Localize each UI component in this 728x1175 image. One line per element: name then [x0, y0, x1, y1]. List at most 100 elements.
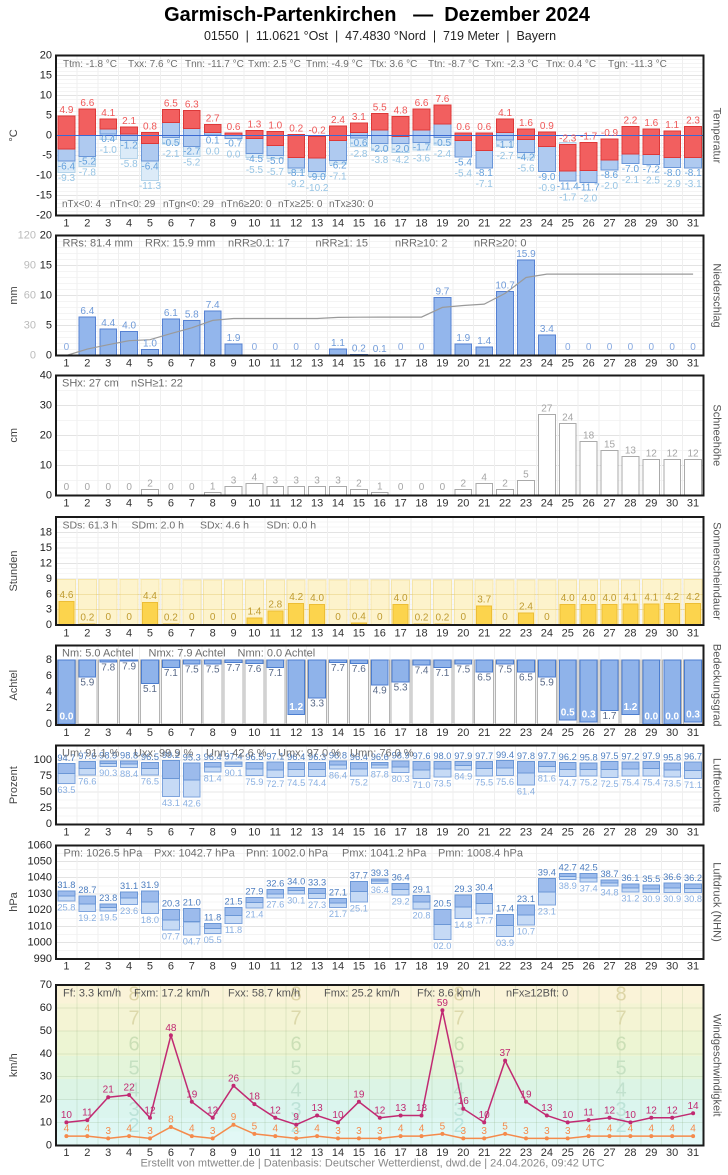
- svg-text:14: 14: [332, 357, 344, 369]
- svg-text:14: 14: [332, 218, 344, 230]
- svg-text:30: 30: [666, 218, 678, 230]
- svg-text:-2.8: -2.8: [350, 149, 368, 160]
- svg-text:7: 7: [128, 1007, 139, 1029]
- svg-text:2: 2: [615, 1115, 626, 1137]
- svg-text:11: 11: [270, 961, 281, 973]
- svg-text:5: 5: [147, 727, 153, 739]
- svg-text:14: 14: [332, 961, 344, 973]
- svg-text:SHx: 27 cm: SHx: 27 cm: [62, 378, 119, 390]
- svg-text:4.1: 4.1: [101, 108, 115, 119]
- svg-text:7.9: 7.9: [122, 662, 136, 673]
- svg-text:-9.3: -9.3: [58, 173, 76, 184]
- svg-text:71.0: 71.0: [412, 780, 430, 790]
- svg-text:97.6: 97.6: [412, 751, 430, 761]
- svg-text:18: 18: [415, 357, 427, 369]
- svg-text:72.5: 72.5: [600, 779, 618, 789]
- svg-text:21: 21: [478, 628, 490, 640]
- svg-text:2: 2: [84, 1147, 90, 1159]
- svg-text:21.4: 21.4: [245, 909, 263, 919]
- svg-text:18: 18: [415, 961, 427, 973]
- svg-text:5: 5: [128, 1058, 139, 1080]
- svg-text:25: 25: [562, 357, 574, 369]
- svg-text:75.6: 75.6: [496, 777, 514, 787]
- svg-text:Luftdruck (NHN): Luftdruck (NHN): [711, 862, 723, 941]
- svg-text:-11.3: -11.3: [139, 181, 161, 192]
- svg-text:27: 27: [603, 357, 615, 369]
- svg-text:27.1: 27.1: [329, 888, 347, 898]
- svg-text:-9.2: -9.2: [288, 179, 306, 190]
- svg-text:5: 5: [147, 826, 153, 838]
- svg-text:18: 18: [415, 727, 427, 739]
- svg-text:31: 31: [687, 1147, 699, 1159]
- svg-text:7.5: 7.5: [185, 665, 199, 676]
- svg-text:11: 11: [270, 826, 281, 838]
- svg-text:10: 10: [40, 290, 52, 302]
- svg-text:15: 15: [353, 218, 365, 230]
- svg-text:20: 20: [40, 1094, 52, 1106]
- svg-text:90.3: 90.3: [99, 768, 117, 778]
- svg-text:26: 26: [582, 826, 594, 838]
- svg-text:4: 4: [85, 1124, 91, 1135]
- svg-text:39.4: 39.4: [538, 868, 556, 878]
- svg-text:-0.7: -0.7: [225, 139, 243, 150]
- svg-text:7: 7: [189, 357, 195, 369]
- svg-text:-0.2: -0.2: [308, 125, 326, 136]
- svg-text:nRR≥10: 2: nRR≥10: 2: [395, 238, 448, 250]
- svg-text:2: 2: [84, 727, 90, 739]
- svg-text:25: 25: [562, 218, 574, 230]
- svg-text:1: 1: [63, 497, 69, 509]
- svg-text:16: 16: [374, 826, 386, 838]
- svg-text:6: 6: [168, 497, 174, 509]
- svg-text:2: 2: [356, 478, 362, 489]
- svg-text:59: 59: [437, 998, 449, 1009]
- svg-text:0: 0: [126, 612, 132, 623]
- svg-text:90: 90: [24, 260, 36, 272]
- svg-text:0: 0: [189, 612, 195, 623]
- svg-text:1.1: 1.1: [665, 120, 679, 131]
- svg-text:Txx: 7.6 °C: Txx: 7.6 °C: [128, 59, 178, 70]
- svg-text:5.9: 5.9: [80, 678, 94, 689]
- svg-text:20: 20: [457, 826, 469, 838]
- svg-text:6.6: 6.6: [415, 98, 429, 109]
- svg-text:71.1: 71.1: [684, 780, 702, 790]
- svg-text:87.8: 87.8: [371, 769, 389, 779]
- svg-text:2: 2: [453, 1115, 464, 1137]
- svg-text:18: 18: [249, 1092, 261, 1103]
- svg-text:5: 5: [147, 1147, 153, 1159]
- svg-text:7.7: 7.7: [227, 663, 241, 674]
- svg-text:-5.0: -5.0: [267, 156, 285, 167]
- svg-text:0.4: 0.4: [101, 134, 115, 145]
- svg-text:4.4: 4.4: [143, 591, 157, 602]
- svg-text:100: 100: [34, 754, 52, 766]
- svg-text:0: 0: [46, 130, 52, 142]
- svg-text:4: 4: [64, 1124, 70, 1135]
- svg-text:-7.2: -7.2: [643, 165, 661, 176]
- svg-text:nTn<0: 29: nTn<0: 29: [110, 199, 156, 210]
- svg-text:0: 0: [273, 342, 279, 353]
- svg-text:1: 1: [63, 826, 69, 838]
- svg-text:Um: 91.1 %: Um: 91.1 %: [62, 748, 120, 760]
- svg-text:4.9: 4.9: [59, 105, 73, 116]
- svg-text:11: 11: [270, 497, 281, 509]
- svg-text:5: 5: [46, 320, 52, 332]
- svg-text:15: 15: [353, 628, 365, 640]
- svg-text:3: 3: [210, 1126, 216, 1137]
- svg-text:17: 17: [395, 628, 407, 640]
- svg-text:-5.2: -5.2: [183, 158, 201, 169]
- svg-text:Unn: 42.6 %: Unn: 42.6 %: [206, 748, 267, 760]
- svg-text:7: 7: [189, 826, 195, 838]
- svg-text:14: 14: [332, 628, 344, 640]
- svg-text:Pxx: 1042.7 hPa: Pxx: 1042.7 hPa: [154, 848, 236, 860]
- svg-text:96.5: 96.5: [245, 752, 263, 762]
- svg-text:18: 18: [415, 1147, 427, 1159]
- svg-text:-2.0: -2.0: [371, 144, 389, 155]
- svg-text:4.2: 4.2: [665, 592, 679, 603]
- svg-text:Pmx: 1041.2 hPa: Pmx: 1041.2 hPa: [342, 848, 427, 860]
- svg-text:4: 4: [126, 727, 132, 739]
- svg-text:10: 10: [248, 628, 260, 640]
- svg-text:-4.2: -4.2: [392, 155, 410, 166]
- svg-text:8: 8: [128, 983, 139, 1005]
- svg-text:27: 27: [603, 497, 615, 509]
- svg-text:nRR≥0.1: 17: nRR≥0.1: 17: [228, 238, 290, 250]
- svg-text:Umn: 76.0 %: Umn: 76.0 %: [350, 748, 414, 760]
